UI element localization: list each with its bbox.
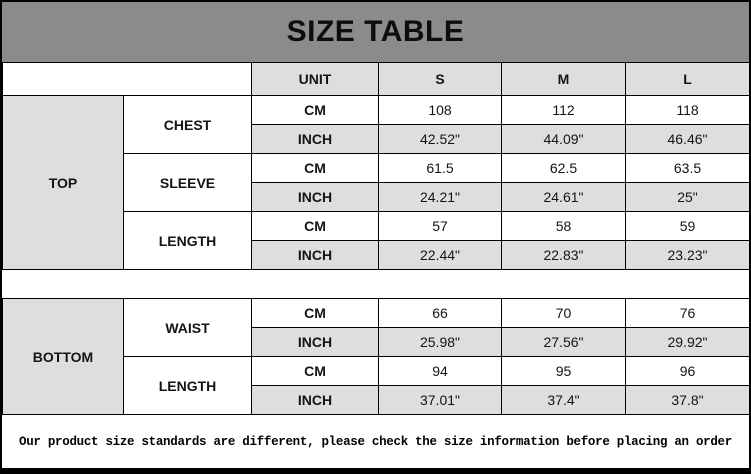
table-row: INCH 25.98" 27.56" 29.92"	[3, 327, 749, 357]
title-bar: SIZE TABLE	[2, 2, 749, 62]
column-header-unit: UNIT	[251, 62, 379, 96]
column-header-s: S	[378, 62, 502, 96]
size-value-cell: 37.01"	[378, 385, 502, 415]
table-header-row: UNIT S M L	[2, 62, 749, 96]
section-gap	[2, 270, 749, 298]
size-value-cell: 94	[378, 356, 502, 386]
size-value-cell: 37.4"	[501, 385, 626, 415]
unit-label-inch: INCH	[251, 124, 379, 154]
size-value-cell: 37.8"	[625, 385, 749, 415]
measure-label-sleeve: SLEEVE	[123, 153, 252, 212]
column-header-m: M	[501, 62, 626, 96]
table-row: LENGTH CM 94 95 96	[3, 356, 749, 415]
table-row: INCH 22.44" 22.83" 23.23"	[3, 240, 749, 270]
size-value-cell: 58	[501, 211, 626, 241]
unit-label-cm: CM	[251, 356, 379, 386]
unit-label-cm: CM	[251, 153, 379, 183]
measure-label-waist: WAIST	[123, 298, 252, 357]
table-row: INCH 37.01" 37.4" 37.8"	[3, 385, 749, 415]
size-value-cell: 46.46"	[625, 124, 749, 154]
section-label-bottom: BOTTOM	[2, 298, 124, 415]
column-header-l: L	[625, 62, 749, 96]
size-value-cell: 24.61"	[501, 182, 626, 212]
size-value-cell: 22.83"	[501, 240, 626, 270]
unit-label-cm: CM	[251, 211, 379, 241]
table-row: BOTTOM WAIST CM 66 70 76	[2, 298, 749, 415]
table-row: LENGTH CM 57 58 59	[3, 211, 749, 270]
top-size-table: UNIT S M L TOP CHEST CM 108 112 118 INCH…	[2, 62, 749, 270]
bottom-size-table: BOTTOM WAIST CM 66 70 76 INCH 25.98" 27.…	[2, 298, 749, 415]
measure-label-chest: CHEST	[123, 95, 252, 154]
blank-header-cell	[2, 62, 252, 96]
size-value-cell: 27.56"	[501, 327, 626, 357]
unit-label-cm: CM	[251, 298, 379, 328]
unit-label-inch: INCH	[251, 327, 379, 357]
size-value-cell: 76	[625, 298, 749, 328]
size-value-cell: 42.52"	[378, 124, 502, 154]
size-value-cell: 95	[501, 356, 626, 386]
bottom-bar	[2, 468, 749, 472]
size-value-cell: 25"	[625, 182, 749, 212]
size-value-cell: 63.5	[625, 153, 749, 183]
section-label-top: TOP	[2, 95, 124, 270]
unit-label-inch: INCH	[251, 385, 379, 415]
table-row: INCH 24.21" 24.61" 25"	[3, 182, 749, 212]
size-value-cell: 22.44"	[378, 240, 502, 270]
footer-note-text: Our product size standards are different…	[19, 434, 732, 449]
unit-label-inch: INCH	[251, 182, 379, 212]
size-value-cell: 59	[625, 211, 749, 241]
size-value-cell: 108	[378, 95, 502, 125]
size-value-cell: 62.5	[501, 153, 626, 183]
footer-note: Our product size standards are different…	[2, 415, 749, 468]
measure-label-length-bottom: LENGTH	[123, 356, 252, 415]
size-value-cell: 66	[378, 298, 502, 328]
size-value-cell: 96	[625, 356, 749, 386]
size-value-cell: 24.21"	[378, 182, 502, 212]
size-value-cell: 118	[625, 95, 749, 125]
size-value-cell: 29.92"	[625, 327, 749, 357]
table-row: INCH 42.52" 44.09" 46.46"	[3, 124, 749, 154]
table-row: TOP CHEST CM 108 112 118	[2, 95, 749, 270]
measure-label-length-top: LENGTH	[123, 211, 252, 270]
size-value-cell: 44.09"	[501, 124, 626, 154]
size-value-cell: 23.23"	[625, 240, 749, 270]
size-value-cell: 70	[501, 298, 626, 328]
unit-label-inch: INCH	[251, 240, 379, 270]
size-value-cell: 112	[501, 95, 626, 125]
table-row: SLEEVE CM 61.5 62.5 63.5	[3, 153, 749, 212]
page-title: SIZE TABLE	[286, 15, 465, 48]
size-value-cell: 61.5	[378, 153, 502, 183]
size-value-cell: 57	[378, 211, 502, 241]
unit-label-cm: CM	[251, 95, 379, 125]
size-value-cell: 25.98"	[378, 327, 502, 357]
